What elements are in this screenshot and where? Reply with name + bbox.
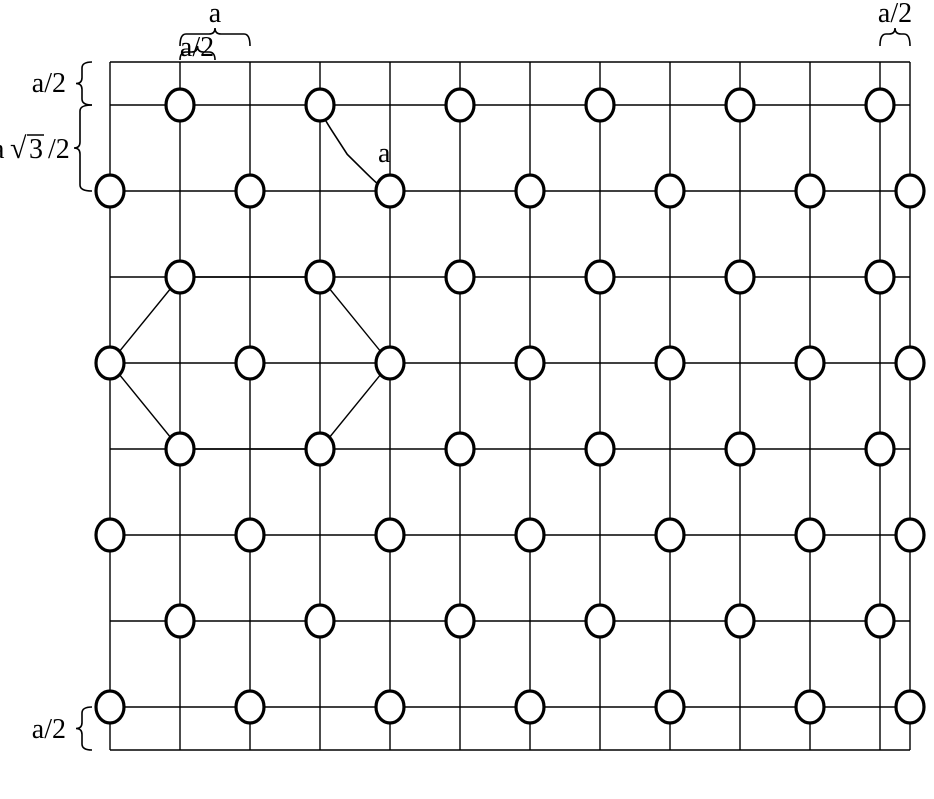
lattice-node (446, 433, 474, 465)
lattice-node (376, 519, 404, 551)
lattice-node (866, 605, 894, 637)
lattice-node (166, 605, 194, 637)
svg-text:/2: /2 (48, 134, 70, 165)
lattice-node (726, 89, 754, 121)
lattice-node (896, 175, 924, 207)
lattice-node (796, 519, 824, 551)
label-a-sqrt3-half: a√3 /2 (0, 132, 70, 165)
lattice-node (796, 175, 824, 207)
lattice-node (376, 175, 404, 207)
lattice-node (376, 691, 404, 723)
lattice-node (796, 691, 824, 723)
lattice-node (376, 347, 404, 379)
lattice-node (896, 519, 924, 551)
lattice-node (306, 261, 334, 293)
lattice-node (166, 433, 194, 465)
label-a-top: a (209, 0, 222, 29)
lattice-node (656, 519, 684, 551)
lattice-node (516, 347, 544, 379)
lattice-node (796, 347, 824, 379)
lattice-node (96, 175, 124, 207)
lattice-node (656, 347, 684, 379)
lattice-node (446, 89, 474, 121)
lattice-node (236, 519, 264, 551)
lattice-node (236, 347, 264, 379)
label-a-half-left: a/2 (32, 68, 66, 99)
lattice-node (896, 691, 924, 723)
lattice-node (586, 261, 614, 293)
brace-top-right (880, 28, 910, 46)
svg-text:a: a (0, 134, 5, 165)
lattice-node (726, 261, 754, 293)
lattice-node (166, 89, 194, 121)
lattice-node (446, 261, 474, 293)
lattice-node (516, 519, 544, 551)
label-a-half-top: a/2 (180, 32, 214, 63)
lattice-node (516, 175, 544, 207)
lattice-node (236, 175, 264, 207)
label-a-half-right: a/2 (878, 0, 912, 29)
lattice-node (726, 433, 754, 465)
brace-left-sqrt (74, 105, 92, 191)
lattice-node (96, 691, 124, 723)
lattice-node (726, 605, 754, 637)
lattice-node (586, 433, 614, 465)
lattice-diagram: aa/2a/2a/2a√3 /2a/2a (0, 0, 934, 799)
lattice-node (866, 89, 894, 121)
lattice-node (516, 691, 544, 723)
label-a-diag: a (378, 138, 391, 169)
lattice-node (306, 605, 334, 637)
lattice-node (236, 691, 264, 723)
lattice-node (656, 691, 684, 723)
svg-text:√: √ (10, 132, 27, 165)
label-a-half-bottom: a/2 (32, 714, 66, 745)
brace-left-a-half (76, 62, 92, 105)
diagram-svg: aa/2a/2a/2a√3 /2a/2a (0, 0, 934, 799)
lattice-node (96, 519, 124, 551)
lattice-node (446, 605, 474, 637)
lattice-node (866, 433, 894, 465)
lattice-node (896, 347, 924, 379)
lattice-node (656, 175, 684, 207)
lattice-node (306, 89, 334, 121)
lattice-node (96, 347, 124, 379)
lattice-node (586, 605, 614, 637)
lattice-node (586, 89, 614, 121)
lattice-node (166, 261, 194, 293)
brace-left-bottom (76, 707, 92, 750)
svg-text:3: 3 (29, 134, 43, 165)
lattice-node (866, 261, 894, 293)
lattice-node (306, 433, 334, 465)
